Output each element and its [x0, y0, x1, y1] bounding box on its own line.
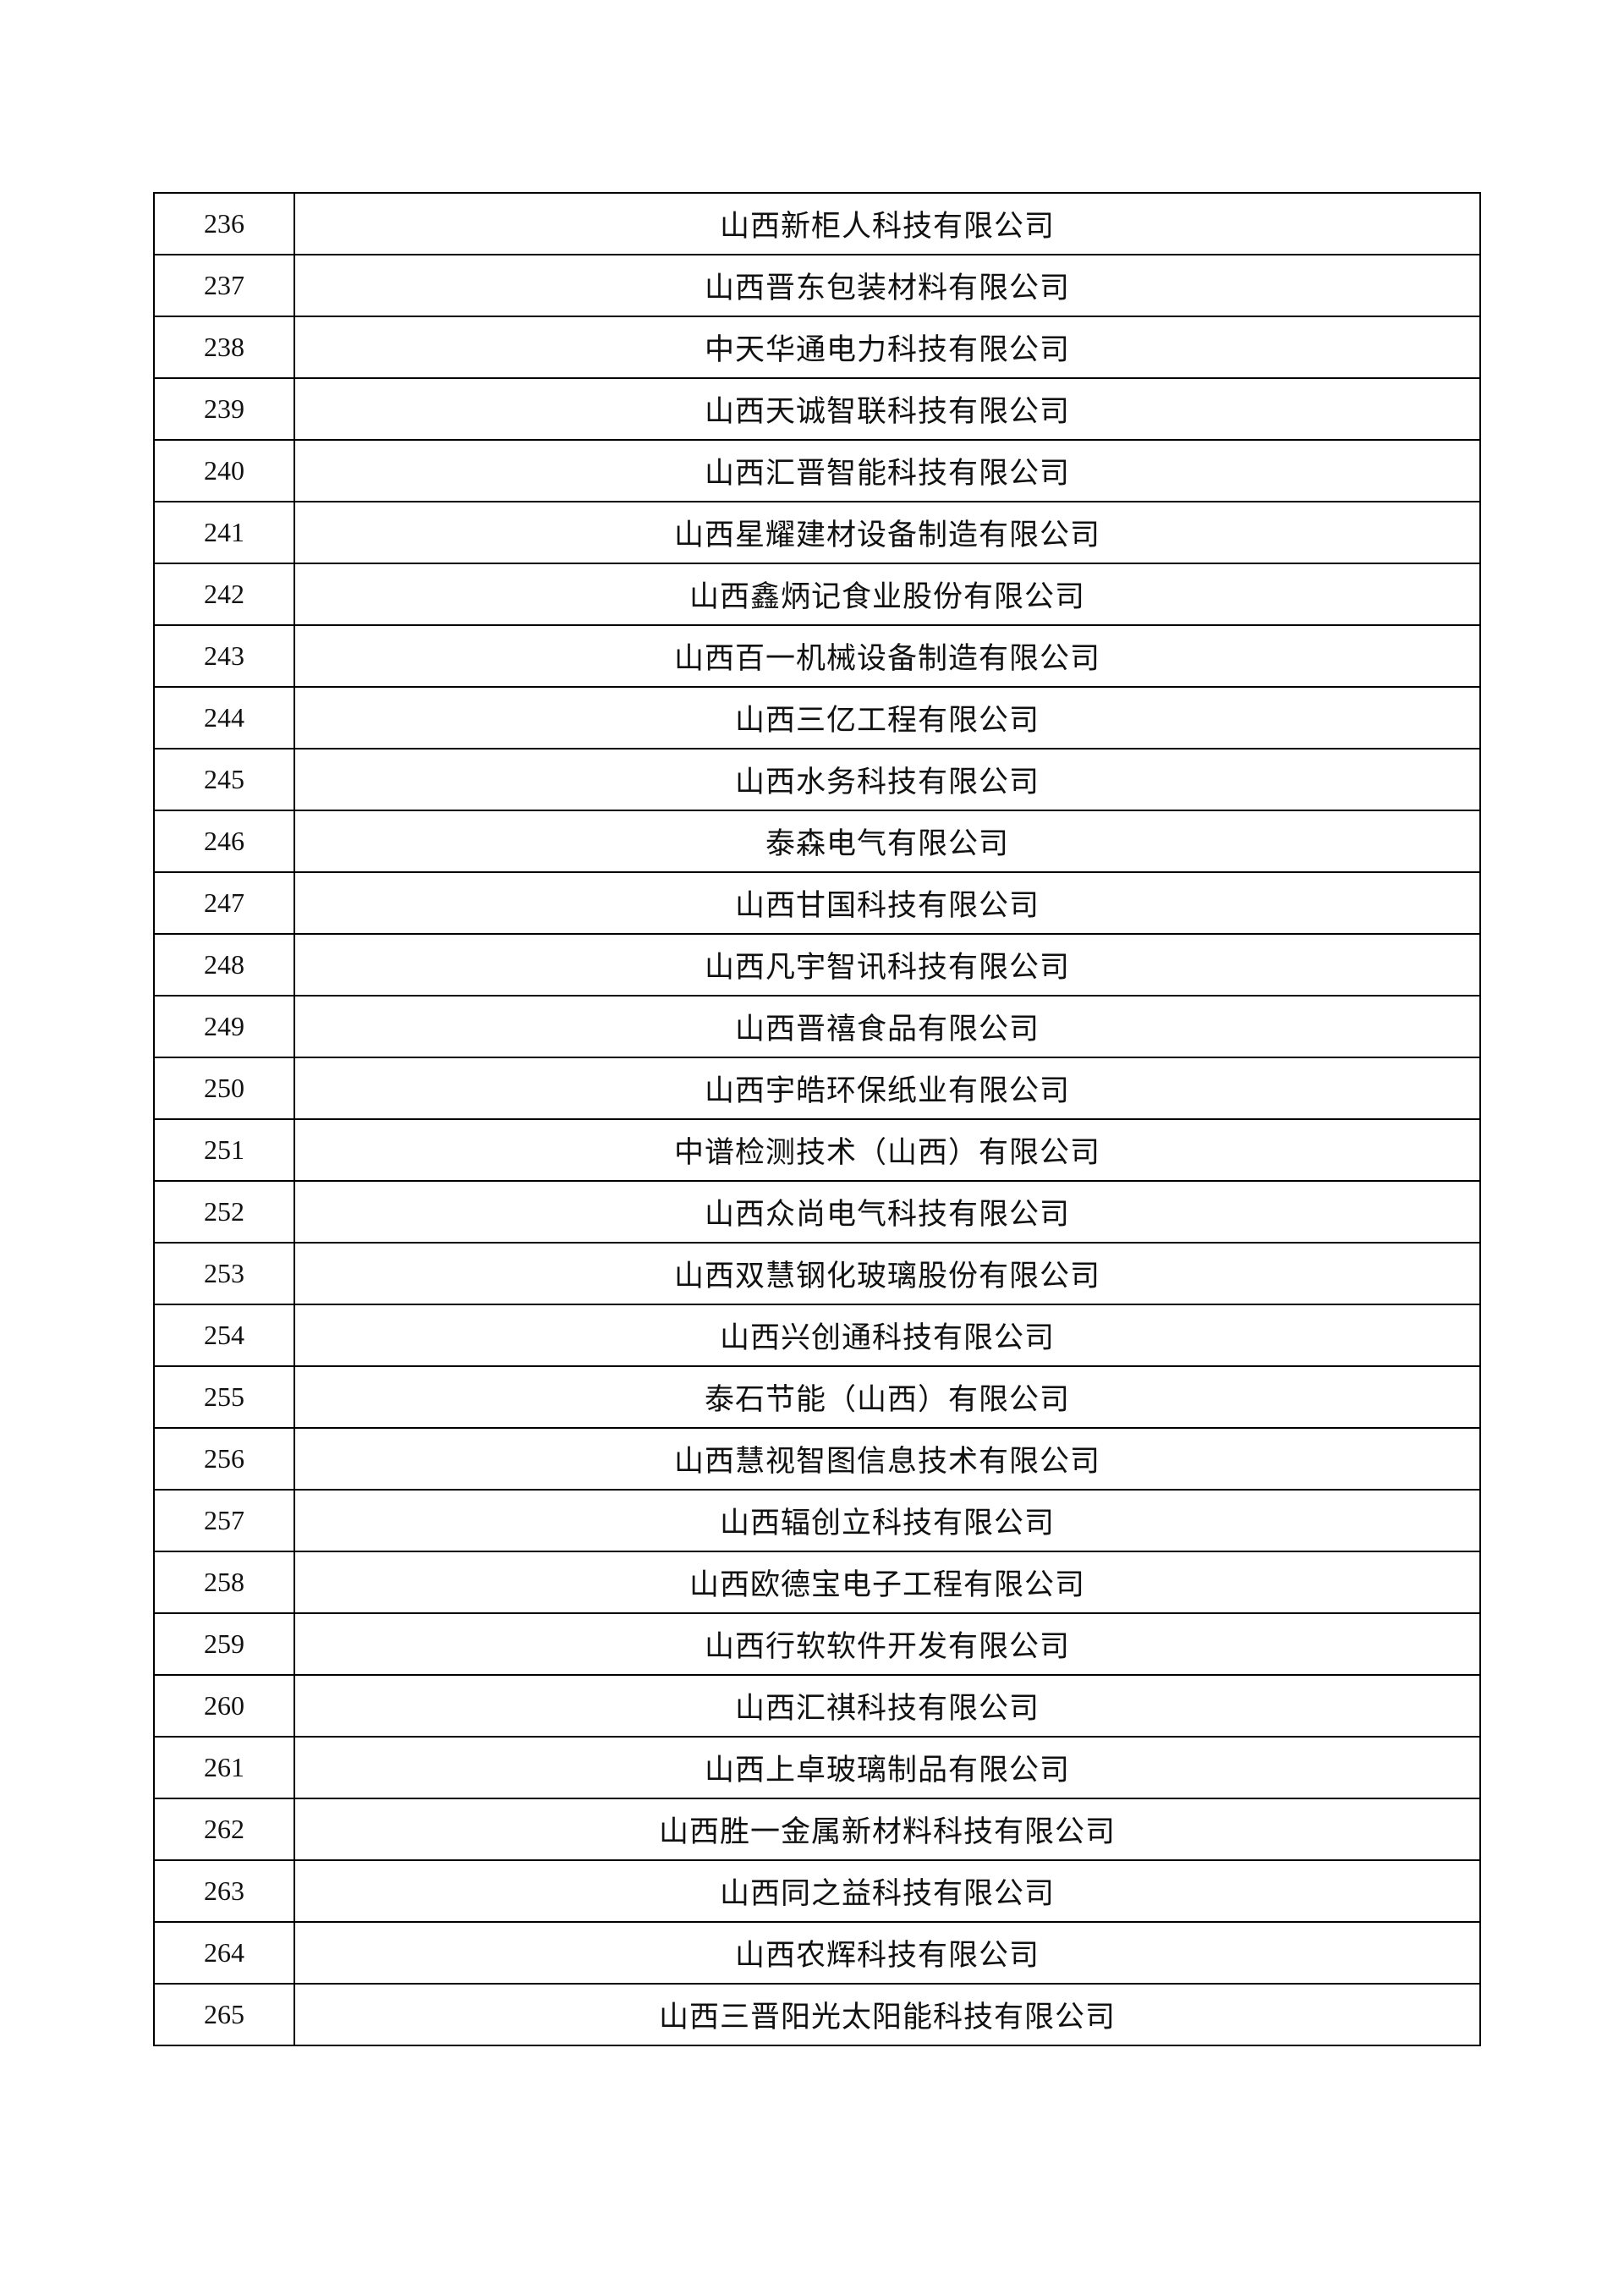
table-row: 242 山西鑫炳记食业股份有限公司: [153, 563, 1481, 626]
table-row: 260 山西汇祺科技有限公司: [153, 1674, 1481, 1738]
table-row: 244 山西三亿工程有限公司: [153, 686, 1481, 749]
company-name: 山西行软软件开发有限公司: [294, 1612, 1481, 1676]
row-number: 241: [153, 501, 295, 564]
company-name: 山西上卓玻璃制品有限公司: [294, 1736, 1481, 1799]
table-row: 250 山西宇皓环保纸业有限公司: [153, 1057, 1481, 1120]
table-row: 254 山西兴创通科技有限公司: [153, 1304, 1481, 1367]
row-number: 243: [153, 624, 295, 688]
company-name: 山西同之益科技有限公司: [294, 1859, 1481, 1923]
company-name: 山西双慧钢化玻璃股份有限公司: [294, 1242, 1481, 1305]
table-row: 251 中谱检测技术（山西）有限公司: [153, 1118, 1481, 1182]
table-row: 237 山西晋东包装材料有限公司: [153, 254, 1481, 317]
table-row: 257 山西辐创立科技有限公司: [153, 1489, 1481, 1552]
table-row: 249 山西晋禧食品有限公司: [153, 995, 1481, 1058]
company-name: 山西鑫炳记食业股份有限公司: [294, 563, 1481, 626]
table-row: 261 山西上卓玻璃制品有限公司: [153, 1736, 1481, 1799]
table-row: 262 山西胜一金属新材料科技有限公司: [153, 1798, 1481, 1861]
row-number: 250: [153, 1057, 295, 1120]
company-name: 山西甘国科技有限公司: [294, 871, 1481, 935]
table-row: 238 中天华通电力科技有限公司: [153, 316, 1481, 379]
row-number: 239: [153, 377, 295, 441]
company-name: 山西凡宇智讯科技有限公司: [294, 933, 1481, 997]
row-number: 238: [153, 316, 295, 379]
row-number: 263: [153, 1859, 295, 1923]
table-row: 243 山西百一机械设备制造有限公司: [153, 624, 1481, 688]
row-number: 257: [153, 1489, 295, 1552]
row-number: 252: [153, 1180, 295, 1244]
table-row: 253 山西双慧钢化玻璃股份有限公司: [153, 1242, 1481, 1305]
row-number: 259: [153, 1612, 295, 1676]
row-number: 244: [153, 686, 295, 749]
company-name: 山西天诚智联科技有限公司: [294, 377, 1481, 441]
row-number: 240: [153, 439, 295, 502]
company-name: 山西新柜人科技有限公司: [294, 192, 1481, 255]
company-name: 泰石节能（山西）有限公司: [294, 1365, 1481, 1429]
table-row: 258 山西欧德宝电子工程有限公司: [153, 1551, 1481, 1614]
row-number: 261: [153, 1736, 295, 1799]
table-row: 245 山西水务科技有限公司: [153, 748, 1481, 811]
company-name: 山西三亿工程有限公司: [294, 686, 1481, 749]
company-name: 山西晋禧食品有限公司: [294, 995, 1481, 1058]
row-number: 265: [153, 1983, 295, 2046]
table-row: 256 山西慧视智图信息技术有限公司: [153, 1427, 1481, 1491]
row-number: 256: [153, 1427, 295, 1491]
table-row: 265 山西三晋阳光太阳能科技有限公司: [153, 1983, 1481, 2046]
table-row: 247 山西甘国科技有限公司: [153, 871, 1481, 935]
row-number: 249: [153, 995, 295, 1058]
row-number: 258: [153, 1551, 295, 1614]
company-name: 山西星耀建材设备制造有限公司: [294, 501, 1481, 564]
table-row: 252 山西众尚电气科技有限公司: [153, 1180, 1481, 1244]
company-name: 中天华通电力科技有限公司: [294, 316, 1481, 379]
company-name: 山西胜一金属新材料科技有限公司: [294, 1798, 1481, 1861]
row-number: 251: [153, 1118, 295, 1182]
company-name: 山西农辉科技有限公司: [294, 1921, 1481, 1985]
company-name: 泰森电气有限公司: [294, 810, 1481, 873]
row-number: 255: [153, 1365, 295, 1429]
table-row: 240 山西汇晋智能科技有限公司: [153, 439, 1481, 502]
table-row: 248 山西凡宇智讯科技有限公司: [153, 933, 1481, 997]
table-row: 264 山西农辉科技有限公司: [153, 1921, 1481, 1985]
row-number: 245: [153, 748, 295, 811]
row-number: 264: [153, 1921, 295, 1985]
company-name: 山西欧德宝电子工程有限公司: [294, 1551, 1481, 1614]
table-row: 236 山西新柜人科技有限公司: [153, 192, 1481, 255]
table-row: 259 山西行软软件开发有限公司: [153, 1612, 1481, 1676]
row-number: 237: [153, 254, 295, 317]
row-number: 242: [153, 563, 295, 626]
row-number: 262: [153, 1798, 295, 1861]
company-name: 山西兴创通科技有限公司: [294, 1304, 1481, 1367]
company-name: 山西汇祺科技有限公司: [294, 1674, 1481, 1738]
row-number: 254: [153, 1304, 295, 1367]
company-name: 山西水务科技有限公司: [294, 748, 1481, 811]
row-number: 247: [153, 871, 295, 935]
company-name: 山西百一机械设备制造有限公司: [294, 624, 1481, 688]
row-number: 260: [153, 1674, 295, 1738]
table-row: 255 泰石节能（山西）有限公司: [153, 1365, 1481, 1429]
company-name: 山西众尚电气科技有限公司: [294, 1180, 1481, 1244]
company-list-table: 236 山西新柜人科技有限公司 237 山西晋东包装材料有限公司 238 中天华通电力科技…: [153, 192, 1481, 2046]
company-name: 山西慧视智图信息技术有限公司: [294, 1427, 1481, 1491]
table-body: 236 山西新柜人科技有限公司 237 山西晋东包装材料有限公司 238 中天华通电力科技…: [153, 192, 1481, 2046]
table-row: 246 泰森电气有限公司: [153, 810, 1481, 873]
row-number: 253: [153, 1242, 295, 1305]
table-row: 263 山西同之益科技有限公司: [153, 1859, 1481, 1923]
company-name: 山西晋东包装材料有限公司: [294, 254, 1481, 317]
company-name: 山西汇晋智能科技有限公司: [294, 439, 1481, 502]
company-name: 山西宇皓环保纸业有限公司: [294, 1057, 1481, 1120]
row-number: 248: [153, 933, 295, 997]
company-name: 中谱检测技术（山西）有限公司: [294, 1118, 1481, 1182]
row-number: 236: [153, 192, 295, 255]
table-row: 241 山西星耀建材设备制造有限公司: [153, 501, 1481, 564]
company-name: 山西三晋阳光太阳能科技有限公司: [294, 1983, 1481, 2046]
table-row: 239 山西天诚智联科技有限公司: [153, 377, 1481, 441]
row-number: 246: [153, 810, 295, 873]
company-name: 山西辐创立科技有限公司: [294, 1489, 1481, 1552]
